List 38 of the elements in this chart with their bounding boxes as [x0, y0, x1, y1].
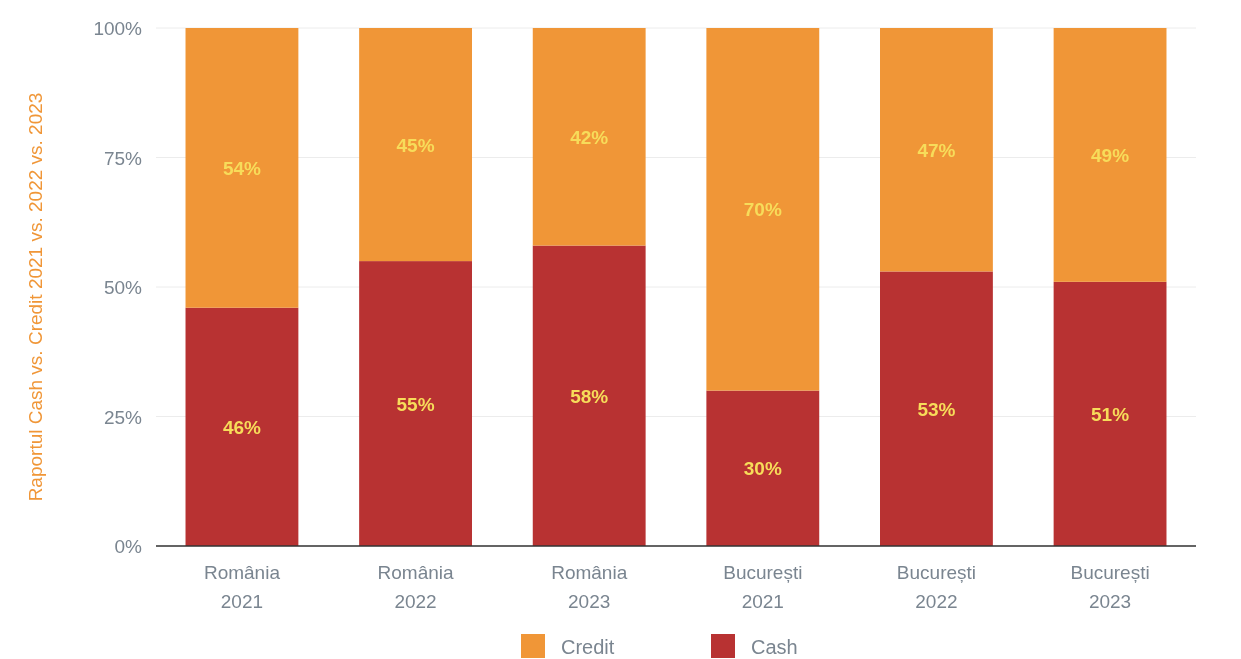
data-label: 45%	[396, 134, 435, 156]
y-tick-label: 0%	[114, 536, 143, 557]
x-tick-label: București 2021	[723, 562, 803, 612]
legend-label: Cash	[751, 636, 798, 658]
data-label: 49%	[1091, 144, 1130, 166]
y-tick-label: 25%	[103, 406, 143, 428]
data-label: 58%	[570, 385, 609, 407]
bar	[880, 28, 993, 272]
data-label: 53%	[917, 398, 956, 420]
bar	[1053, 28, 1167, 282]
data-label: 46%	[222, 416, 262, 438]
y-tick-label: 100%	[93, 18, 143, 39]
bar	[185, 307, 299, 546]
data-label: 54%	[222, 157, 262, 179]
data-label: 55%	[396, 393, 435, 415]
bar	[706, 28, 820, 391]
x-tick-label: București 2023	[1070, 562, 1150, 612]
data-label: 70%	[743, 199, 782, 221]
x-tick-label: România 2022	[377, 562, 455, 612]
data-label: 47%	[917, 139, 956, 161]
bar	[706, 390, 820, 546]
bar	[532, 28, 646, 246]
legend-label: Credit	[561, 636, 615, 658]
bar	[359, 28, 472, 262]
bar	[1053, 281, 1167, 546]
x-tick-label: România 2021	[203, 562, 281, 612]
bar	[185, 28, 299, 308]
x-tick-label: România 2023	[551, 562, 628, 612]
y-tick-label: 50%	[103, 277, 143, 298]
y-tick-label: 75%	[103, 147, 143, 169]
x-tick-label: București 2022	[896, 562, 977, 612]
bar	[532, 245, 646, 546]
data-label: 30%	[743, 458, 782, 480]
bar	[880, 271, 993, 546]
data-label: 51%	[1091, 403, 1130, 425]
y-axis-title: Raportul Cash vs. Credit 2021 vs. 2022 vs. 2023	[25, 92, 46, 502]
bar	[359, 261, 472, 546]
data-label: 42%	[570, 126, 609, 148]
